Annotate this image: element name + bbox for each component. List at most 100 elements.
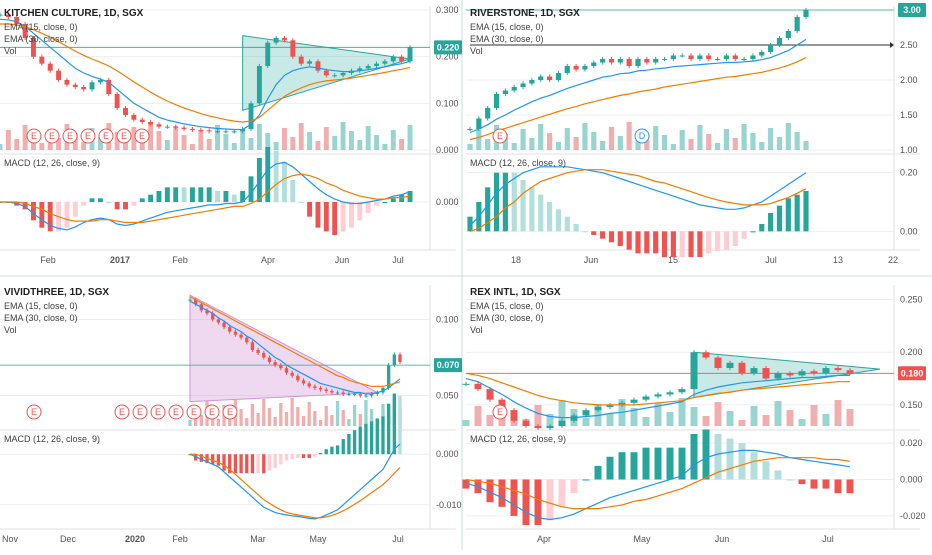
volume-bar [148, 122, 154, 150]
candle-body [670, 55, 676, 59]
macd-line [469, 166, 807, 226]
volume-bar [216, 419, 221, 426]
volume-bar [181, 135, 187, 150]
volume-bar [768, 128, 774, 150]
volume-bar [198, 130, 204, 150]
time-tick-label: Nov [2, 534, 19, 544]
macd-histogram-bar [341, 439, 345, 455]
chart-panel-4: 0.250 0.200 0.150 0.020 0.000 -0.020 Apr May Jun… [462, 285, 926, 544]
volume-bar [250, 404, 255, 426]
earnings-marker-icon [98, 128, 114, 144]
macd-histogram-bar [462, 479, 470, 489]
candle-body [273, 38, 279, 43]
candle-body [776, 38, 783, 45]
candle-body [279, 365, 283, 369]
signal-line [469, 169, 807, 232]
candle-body [233, 331, 238, 335]
macd-label: MACD (12, 26, close, 9) [4, 158, 100, 168]
macd-histogram-bar [189, 187, 195, 202]
candle-body [250, 342, 255, 350]
macd-histogram-bar [47, 202, 53, 232]
macd-histogram-bar [706, 231, 712, 254]
volume-bar [534, 405, 542, 426]
candle-body [365, 66, 371, 69]
time-tick-label: 2017 [110, 255, 130, 265]
macd-histogram-bar [626, 231, 632, 250]
macd-histogram-bar [382, 202, 388, 203]
candle-body [726, 362, 734, 369]
time-tick-label: Jul [392, 534, 404, 544]
indicator-label: Vol [4, 46, 17, 56]
time-tick-label: Jul [765, 255, 777, 265]
macd-histogram-bar [347, 434, 351, 455]
volume-bar [0, 144, 3, 150]
earnings-marker-icon [222, 404, 238, 420]
macd-histogram-bar [738, 443, 746, 480]
macd-histogram-bar [245, 454, 249, 474]
volume-bar [313, 411, 317, 426]
volume-bar [529, 138, 535, 150]
macd-histogram-bar [810, 479, 818, 489]
macd-histogram-bar [493, 172, 500, 232]
candle-body [582, 410, 590, 416]
macd-histogram-bar [591, 231, 597, 235]
macd-histogram-bar [392, 393, 396, 455]
macd-histogram-bar [262, 454, 266, 474]
macd-label: MACD (12, 26, close, 9) [470, 434, 566, 444]
candle-body [222, 322, 226, 328]
macd-tick-label: 0.20 [900, 168, 918, 178]
macd-histogram-bar [534, 479, 542, 525]
candle-body [324, 389, 328, 391]
candle-body [347, 394, 351, 396]
candle-body [369, 394, 374, 396]
candle-body [546, 426, 554, 429]
candle-body [476, 118, 482, 129]
candle-body [510, 410, 518, 421]
volume-bar [215, 125, 221, 150]
macd-histogram-bar [785, 198, 791, 232]
candle-body [290, 40, 296, 57]
candle-body [273, 362, 277, 366]
candle-body [148, 122, 154, 125]
indicator-label: EMA (15, close, 0) [4, 22, 78, 32]
macd-histogram-bar [290, 454, 294, 460]
volume-bar [486, 415, 494, 426]
volume-bar [476, 130, 482, 150]
candle-body [714, 357, 722, 369]
candle-body [630, 399, 638, 403]
volume-bar [762, 415, 770, 426]
volume-bar [626, 122, 632, 150]
volume-bar [462, 420, 470, 426]
macd-line [465, 449, 851, 521]
dividend-marker-label: D [639, 131, 646, 141]
candle-body [267, 357, 272, 363]
earnings-marker-label: E [497, 131, 503, 141]
volume-bar [706, 134, 712, 150]
candle-body [216, 319, 221, 323]
time-tick-label: Mar [250, 534, 266, 544]
volume-bar [5, 130, 11, 150]
volume-bar [206, 139, 212, 150]
macd-histogram-bar [330, 446, 334, 455]
candle-body [522, 420, 530, 426]
volume-bar [239, 409, 243, 426]
candle-body [22, 24, 28, 38]
earnings-marker-icon [116, 128, 132, 144]
candle-body [39, 56, 45, 64]
candle-body [223, 131, 229, 133]
volume-bar [502, 134, 508, 150]
candle-body [323, 70, 329, 76]
candle-body [723, 55, 730, 59]
volume-bar [803, 141, 809, 150]
earnings-marker-label: E [119, 407, 125, 417]
volume-bar [564, 128, 570, 150]
candle-body [644, 59, 650, 63]
candle-body [357, 68, 363, 71]
volume-bar [256, 413, 260, 426]
candle-body [822, 368, 830, 374]
indicator-label: EMA (15, close, 0) [470, 22, 544, 32]
macd-histogram-bar [250, 454, 255, 474]
volume-bar [72, 133, 78, 150]
candle-body [248, 103, 254, 129]
candle-body [635, 59, 641, 66]
